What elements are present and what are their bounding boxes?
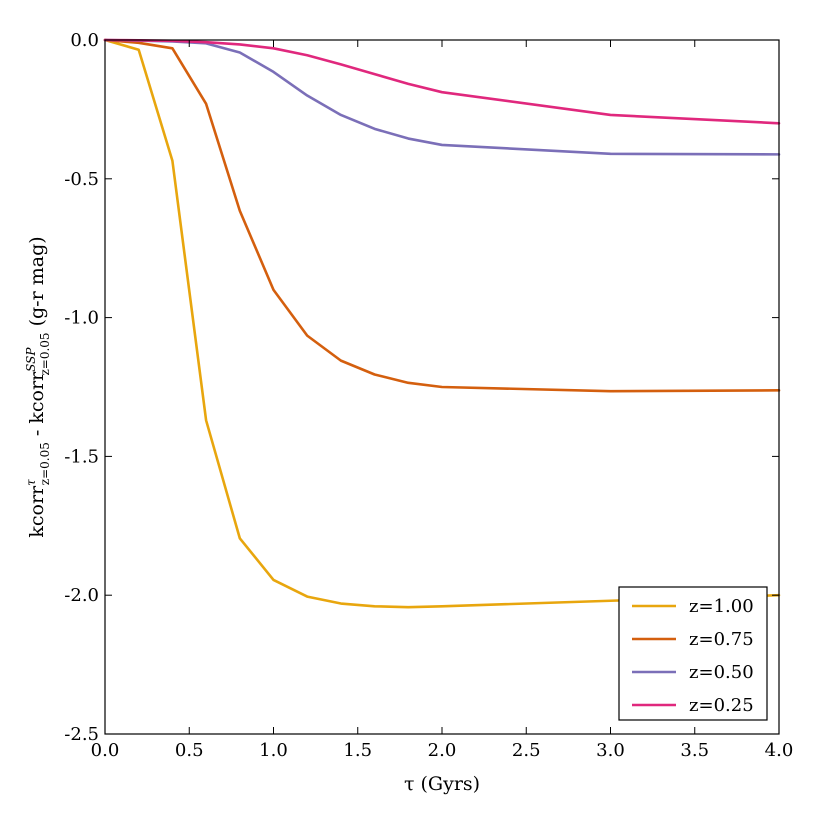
series-line-z-0-50 xyxy=(103,38,781,156)
y-tick-label: -2.0 xyxy=(64,585,99,606)
legend-box xyxy=(618,586,768,721)
x-axis-label: τ (Gyrs) xyxy=(404,773,480,795)
x-tick-label: 1.5 xyxy=(343,740,372,761)
y-tick-label: -2.5 xyxy=(64,724,99,745)
x-tick-label: 1.0 xyxy=(259,740,288,761)
x-tick-label: 0.5 xyxy=(175,740,204,761)
series-line-z-0-25 xyxy=(103,38,781,125)
x-tick-labels: 0.0 0.5 1.0 1.5 2.0 2.5 3.0 3.5 4.0 xyxy=(91,740,794,761)
series-line-z-0-75 xyxy=(103,38,781,393)
x-tick-label: 4.0 xyxy=(765,740,794,761)
legend: z=1.00 z=0.75 z=0.50 z=0.25 xyxy=(618,586,768,721)
x-tick-label: 2.0 xyxy=(428,740,457,761)
y-tick-label: -0.5 xyxy=(64,169,99,190)
y-tick-label: 0.0 xyxy=(70,30,99,51)
series-lines xyxy=(103,38,781,609)
y-axis-label: kcorrτz=0.05 - kcorrSSPz=0.05 (g-r mag) xyxy=(24,236,52,537)
series-line-z-1-00 xyxy=(103,38,781,609)
y-tick-labels: 0.0 -0.5 -1.0 -1.5 -2.0 -2.5 xyxy=(64,30,99,745)
x-tick-label: 2.5 xyxy=(512,740,541,761)
y-tick-label: -1.0 xyxy=(64,308,99,329)
legend-label: z=0.50 xyxy=(689,662,754,683)
legend-label: z=0.75 xyxy=(689,629,754,650)
x-tick-label: 3.0 xyxy=(596,740,625,761)
plot-frame xyxy=(104,39,780,735)
x-tick-label: 3.5 xyxy=(680,740,709,761)
y-tick-label: -1.5 xyxy=(64,446,99,467)
legend-label: z=1.00 xyxy=(689,596,754,617)
x-tick-label: 0.0 xyxy=(91,740,120,761)
legend-label: z=0.25 xyxy=(689,695,754,716)
